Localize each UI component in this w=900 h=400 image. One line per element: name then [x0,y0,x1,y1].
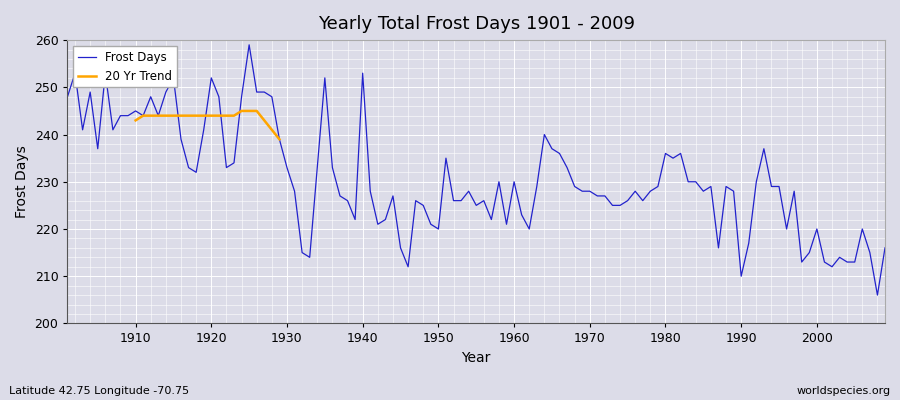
20 Yr Trend [259,118,270,123]
Legend: Frost Days, 20 Yr Trend: Frost Days, 20 Yr Trend [74,46,177,87]
Line: 20 Yr Trend: 20 Yr Trend [136,111,279,139]
Frost Days [62,94,73,99]
20 Yr Trend [206,113,217,118]
20 Yr Trend [191,113,202,118]
20 Yr Trend [229,113,239,118]
20 Yr Trend [236,108,247,113]
20 Yr Trend [266,128,277,132]
20 Yr Trend [130,118,141,123]
Text: worldspecies.org: worldspecies.org [796,386,891,396]
20 Yr Trend [160,113,171,118]
20 Yr Trend [145,113,156,118]
20 Yr Trend [213,113,224,118]
20 Yr Trend [221,113,232,118]
Frost Days [342,198,353,203]
20 Yr Trend [153,113,164,118]
Frost Days [244,42,255,47]
20 Yr Trend [176,113,186,118]
Frost Days [122,113,133,118]
Title: Yearly Total Frost Days 1901 - 2009: Yearly Total Frost Days 1901 - 2009 [318,15,634,33]
X-axis label: Year: Year [462,351,490,365]
20 Yr Trend [274,137,284,142]
20 Yr Trend [244,108,255,113]
Y-axis label: Frost Days: Frost Days [15,145,29,218]
Frost Days [608,203,618,208]
Frost Days [879,246,890,250]
20 Yr Trend [138,113,148,118]
Text: Latitude 42.75 Longitude -70.75: Latitude 42.75 Longitude -70.75 [9,386,189,396]
20 Yr Trend [184,113,194,118]
Frost Days [508,179,519,184]
20 Yr Trend [251,108,262,113]
20 Yr Trend [198,113,209,118]
Frost Days [297,250,308,255]
20 Yr Trend [168,113,179,118]
Frost Days [517,212,527,217]
Line: Frost Days: Frost Days [68,45,885,295]
Frost Days [872,293,883,298]
